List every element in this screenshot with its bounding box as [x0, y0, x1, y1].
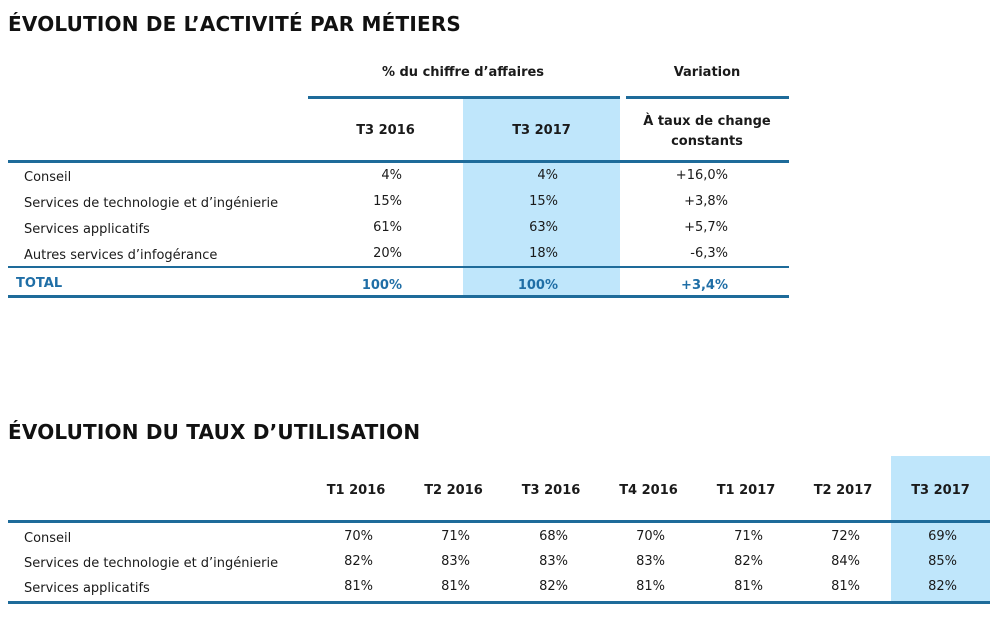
cell-value: 84%: [831, 554, 860, 569]
cell-value: 81%: [734, 579, 763, 594]
header-share-of-revenue: % du chiffre d’affaires: [381, 65, 545, 80]
row-label: Services applicatifs: [24, 581, 150, 596]
row-label: Services de technologie et d’ingénierie: [24, 556, 279, 571]
cell-variation: +16,0%: [675, 168, 728, 183]
section2-title: ÉVOLUTION DU TAUX D’UTILISATION: [8, 420, 421, 444]
cell-value: 82%: [734, 554, 763, 569]
row-label: Services applicatifs: [24, 222, 150, 237]
cell-value: 82%: [928, 579, 957, 594]
cell-t3-2016: 61%: [373, 220, 402, 235]
cell-value: 72%: [831, 529, 860, 544]
total-t3-2017: 100%: [517, 278, 558, 293]
row-label: Services de technologie et d’ingénierie: [24, 196, 279, 211]
total-t3-2016: 100%: [361, 278, 402, 293]
t3-2017-highlight: [463, 98, 620, 296]
total-label: TOTAL: [16, 276, 63, 291]
cell-variation: -6,3%: [690, 246, 728, 261]
table1-total-rule: [8, 266, 789, 268]
cell-value: 82%: [344, 554, 373, 569]
col-t3-2017: T3 2017: [911, 483, 970, 498]
col-t2-2016: T2 2016: [424, 483, 483, 498]
header-share-rule: [308, 96, 620, 99]
cell-value: 81%: [441, 579, 470, 594]
cell-value: 82%: [539, 579, 568, 594]
section1-title: ÉVOLUTION DE L’ACTIVITÉ PAR MÉTIERS: [8, 12, 462, 36]
cell-value: 83%: [636, 554, 665, 569]
cell-value: 70%: [344, 529, 373, 544]
cell-variation: +3,8%: [684, 194, 728, 209]
cell-value: 83%: [441, 554, 470, 569]
cell-value: 69%: [928, 529, 957, 544]
cell-t3-2017: 63%: [529, 220, 558, 235]
table1-bottom-rule: [8, 295, 789, 298]
total-variation: +3,4%: [681, 278, 728, 293]
cell-t3-2016: 15%: [373, 194, 402, 209]
col-t1-2017: T1 2017: [716, 483, 776, 498]
col-t2-2017: T2 2017: [813, 483, 873, 498]
cell-value: 81%: [344, 579, 373, 594]
cell-value: 83%: [539, 554, 568, 569]
row-label: Autres services d’infogérance: [24, 248, 218, 263]
cell-value: 81%: [636, 579, 665, 594]
cell-t3-2017: 18%: [529, 246, 558, 261]
table2-bottom-rule: [8, 601, 990, 604]
cell-value: 71%: [734, 529, 763, 544]
cell-value: 70%: [636, 529, 665, 544]
col-variation-line2: constants: [671, 134, 743, 149]
header-variation: Variation: [673, 65, 741, 80]
cell-t3-2017: 15%: [529, 194, 558, 209]
cell-value: 81%: [831, 579, 860, 594]
table1-header-rule: [8, 160, 789, 163]
col-t3-2017: T3 2017: [512, 123, 571, 138]
cell-t3-2017: 4%: [537, 168, 558, 183]
t3-2017-highlight-2: [891, 456, 990, 603]
cell-t3-2016: 20%: [373, 246, 402, 261]
table2-header-rule: [8, 520, 990, 523]
col-t1-2016: T1 2016: [326, 483, 386, 498]
row-label: Conseil: [24, 531, 72, 546]
cell-value: 71%: [441, 529, 470, 544]
cell-value: 68%: [539, 529, 568, 544]
row-label: Conseil: [24, 170, 72, 185]
col-t3-2016: T3 2016: [521, 483, 581, 498]
cell-value: 85%: [928, 554, 957, 569]
cell-t3-2016: 4%: [381, 168, 402, 183]
col-t4-2016: T4 2016: [619, 483, 678, 498]
cell-variation: +5,7%: [684, 220, 728, 235]
col-t3-2016: T3 2016: [356, 123, 415, 138]
col-variation-line1: À taux de change: [643, 114, 771, 129]
header-variation-rule: [626, 96, 789, 99]
